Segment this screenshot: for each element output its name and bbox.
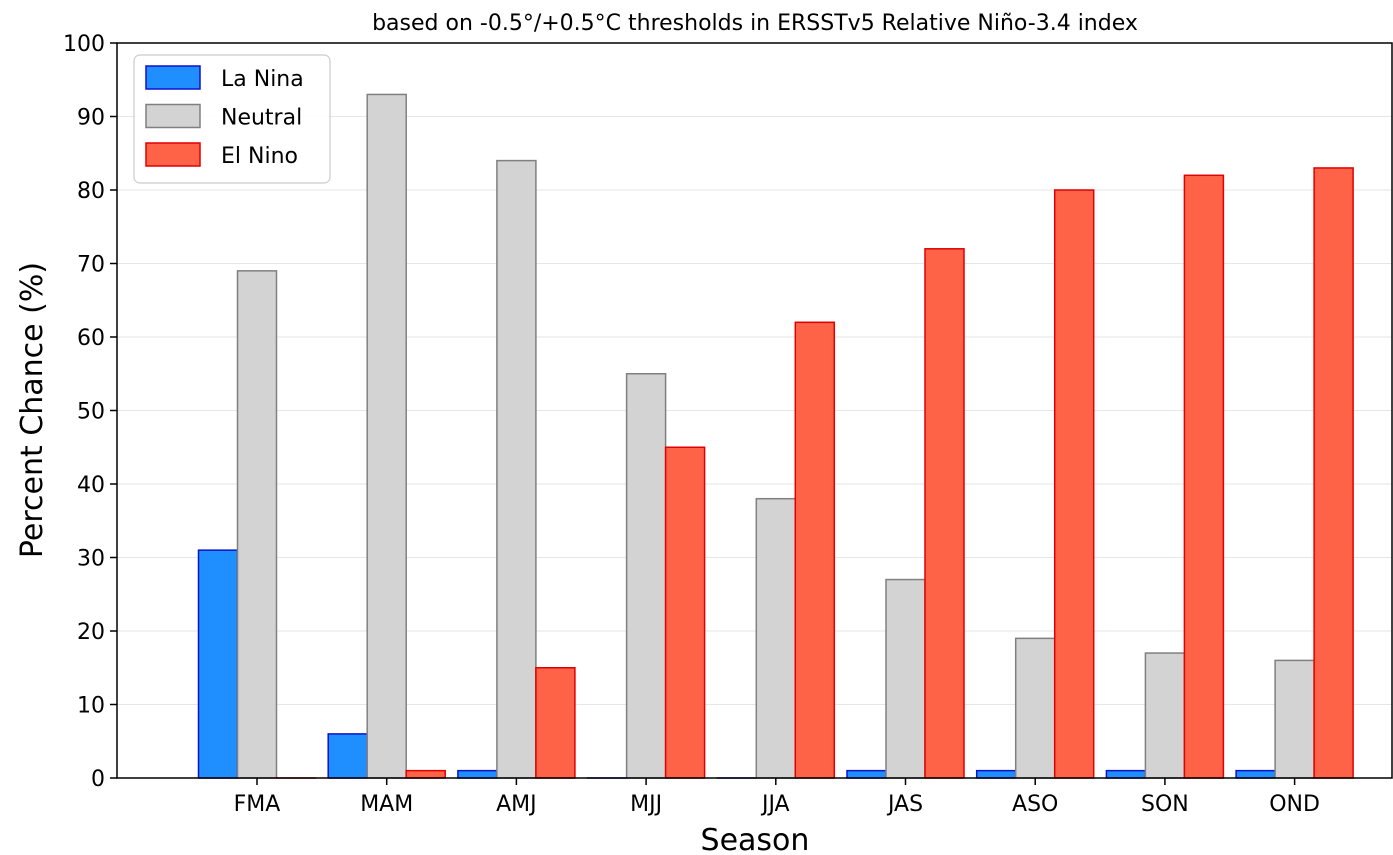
bar-neutral [1274, 659, 1315, 779]
y-axis-ticks: 0 10 20 30 40 50 60 70 80 90 100 [63, 32, 117, 792]
y-tick-label: 0 [91, 767, 105, 792]
bar-la-nina [327, 733, 368, 779]
y-tick-label: 20 [77, 620, 105, 645]
x-tick-label: JJA [760, 792, 790, 817]
bar-neutral [1014, 637, 1056, 779]
x-axis-ticks: FMA MAM AMJ MJJ JJA JAS ASO SON OND [234, 778, 1320, 817]
bar-la-nina [457, 769, 498, 779]
y-tick-label: 70 [77, 253, 105, 278]
x-tick-label: MJJ [630, 792, 662, 817]
y-tick-label: 100 [63, 32, 105, 57]
x-tick-label: JAS [886, 792, 923, 817]
y-tick-label: 80 [77, 179, 105, 204]
legend-label: El Nino [221, 144, 298, 169]
bar-neutral [1144, 652, 1186, 779]
bar-neutral [496, 159, 537, 779]
x-tick-label: OND [1269, 792, 1320, 817]
x-tick-label: ASO [1012, 792, 1058, 817]
x-axis-label: Season [701, 823, 810, 855]
bar-el-nino [535, 667, 576, 779]
bar-el-nino [924, 248, 965, 779]
bar-la-nina [975, 769, 1017, 779]
bar-el-nino [1053, 189, 1095, 779]
x-tick-label: SON [1141, 792, 1189, 817]
bar-la-nina [197, 549, 239, 779]
bar-el-nino [1313, 167, 1354, 779]
bar-neutral [366, 93, 407, 779]
bar-la-nina [1105, 769, 1147, 779]
bar-neutral [236, 270, 278, 779]
x-tick-label: AMJ [496, 792, 537, 817]
bar-neutral [625, 373, 667, 779]
y-tick-label: 60 [77, 326, 105, 351]
y-tick-label: 50 [77, 400, 105, 425]
y-tick-label: 40 [77, 473, 105, 498]
y-axis-label: Percent Chance (%) [15, 262, 50, 558]
bar-la-nina [1235, 769, 1276, 779]
legend-swatch [145, 65, 201, 90]
bar-el-nino [405, 769, 446, 779]
bar-el-nino [664, 446, 706, 779]
bar-el-nino [1183, 174, 1225, 779]
legend-swatch [145, 142, 201, 167]
chart-title: based on -0.5°/+0.5°C thresholds in ERSS… [372, 11, 1138, 36]
x-tick-label: MAM [360, 792, 413, 817]
y-tick-label: 10 [77, 694, 105, 719]
y-tick-label: 30 [77, 547, 105, 572]
grid-lines [117, 116, 1392, 705]
legend-label: Neutral [221, 106, 302, 131]
x-tick-label: FMA [234, 792, 281, 817]
bar-el-nino [794, 321, 836, 779]
bars [197, 93, 1354, 779]
bar-la-nina [846, 769, 887, 779]
bar-neutral [885, 578, 926, 779]
y-tick-label: 90 [77, 106, 105, 131]
legend-label: La Nina [221, 67, 304, 92]
bar-neutral [755, 497, 797, 779]
legend: La Nina Neutral El Nino [133, 54, 331, 184]
legend-swatch [145, 103, 201, 129]
